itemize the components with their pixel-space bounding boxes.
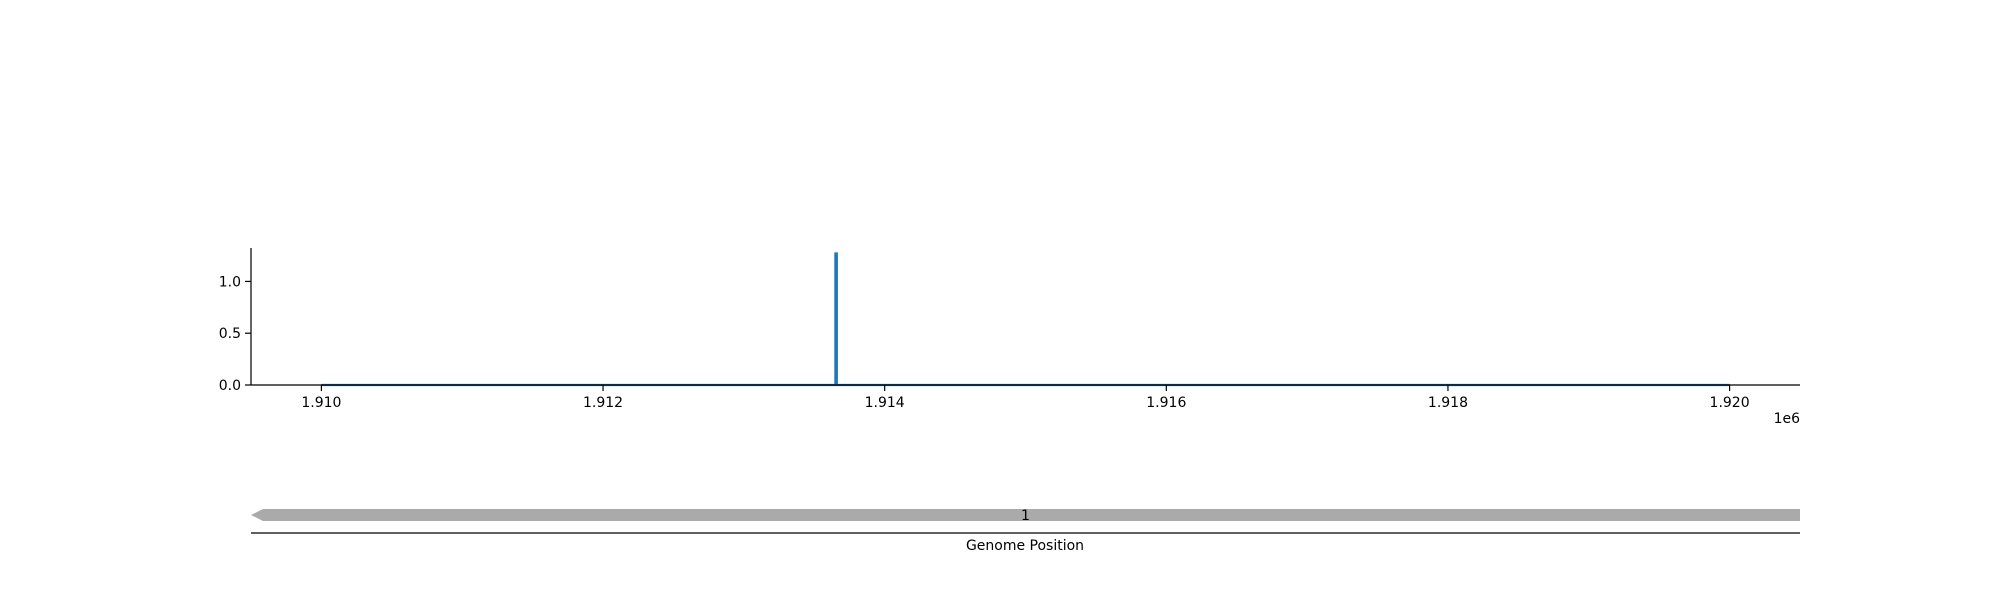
y-ticks: 0.0 0.5 1.0: [219, 274, 251, 394]
x-axis-title: Genome Position: [966, 538, 1084, 554]
y-tick-label: 0.5: [219, 326, 241, 342]
coverage-plot: 1.910 1.912 1.914 1.916 1.918 1.920 0.0 0.5 1.0…: [219, 248, 1800, 427]
gene-track: 1 Genome Position: [251, 508, 1800, 554]
x-tick-label: 1.920: [1710, 395, 1750, 411]
gene-arrow: [251, 509, 1800, 521]
x-tick-label: 1.912: [583, 395, 623, 411]
x-offset-label: 1e6: [1774, 411, 1801, 427]
coverage-series: [321, 252, 1730, 387]
x-ticks: 1.910 1.912 1.914 1.916 1.918 1.920: [301, 385, 1750, 411]
coverage-line-0: [321, 252, 1730, 387]
x-tick-label: 1.914: [865, 395, 905, 411]
x-tick-label: 1.916: [1146, 395, 1186, 411]
gene-label: 1: [1021, 508, 1030, 524]
x-tick-label: 1.910: [301, 395, 341, 411]
gene-features: 1: [251, 508, 1800, 524]
y-tick-label: 1.0: [219, 274, 241, 290]
x-tick-label: 1.918: [1428, 395, 1468, 411]
y-tick-label: 0.0: [219, 378, 241, 394]
